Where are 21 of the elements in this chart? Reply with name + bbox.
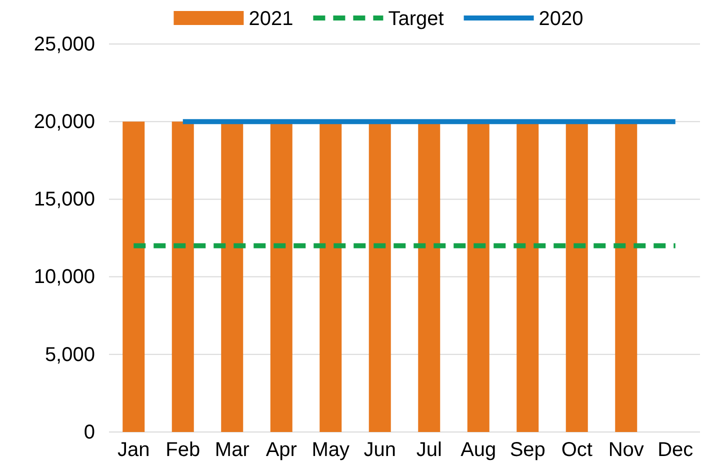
- y-tick-label: 5,000: [44, 344, 95, 366]
- x-tick-label: Nov: [608, 439, 644, 462]
- legend-label: Target: [388, 8, 444, 30]
- x-tick-label: Apr: [266, 439, 298, 462]
- y-tick-label: 0: [84, 421, 95, 444]
- legend-label: 2021: [248, 8, 294, 30]
- x-tick-label: Sep: [510, 439, 546, 462]
- y-tick-label: 10,000: [34, 266, 95, 288]
- x-tick-label: Jul: [416, 439, 442, 462]
- x-tick-label: May: [312, 439, 350, 462]
- y-tick-label: 20,000: [34, 111, 95, 133]
- x-tick-label: Jun: [364, 439, 396, 462]
- x-tick-label: Jan: [118, 439, 150, 462]
- x-tick-label: Mar: [214, 439, 250, 462]
- x-tick-label: Oct: [561, 439, 593, 462]
- x-tick-label: Dec: [658, 439, 694, 462]
- legend-label: 2020: [538, 8, 584, 30]
- x-tick-label: Aug: [460, 439, 496, 462]
- y-tick-label: 25,000: [34, 33, 95, 56]
- y-tick-label: 15,000: [34, 188, 95, 211]
- x-tick-label: Feb: [166, 439, 200, 462]
